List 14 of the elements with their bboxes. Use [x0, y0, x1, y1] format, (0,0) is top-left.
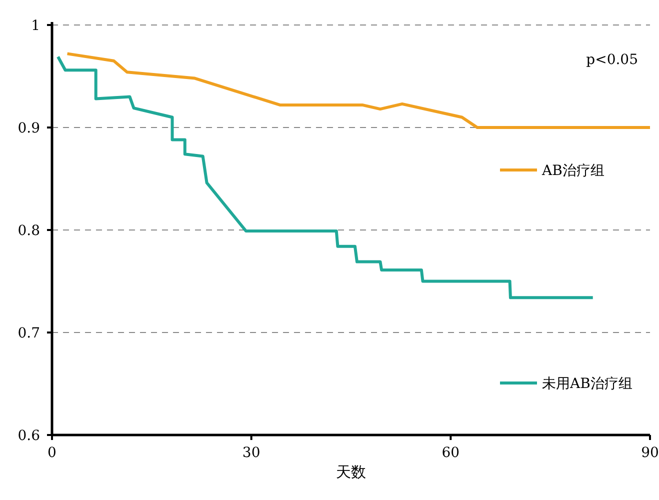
- x-axis-title: 天数: [336, 463, 366, 481]
- y-tick-label: 0.6: [18, 428, 40, 444]
- y-tick-label: 0.9: [18, 120, 40, 136]
- legend-label: 未用AB治疗组: [542, 376, 632, 392]
- legend-label: AB治疗组: [541, 163, 604, 179]
- y-tick-label: 1: [31, 18, 40, 34]
- x-tick-label: 60: [442, 445, 460, 461]
- annotation: p<0.05: [586, 52, 638, 68]
- x-tick-label: 0: [48, 445, 56, 461]
- x-tick-label: 90: [641, 445, 659, 461]
- line-series: [66, 52, 652, 129]
- x-tick-label: 30: [242, 445, 260, 461]
- y-tick-label: 0.8: [18, 223, 40, 239]
- y-tick-label: 0.7: [18, 326, 40, 342]
